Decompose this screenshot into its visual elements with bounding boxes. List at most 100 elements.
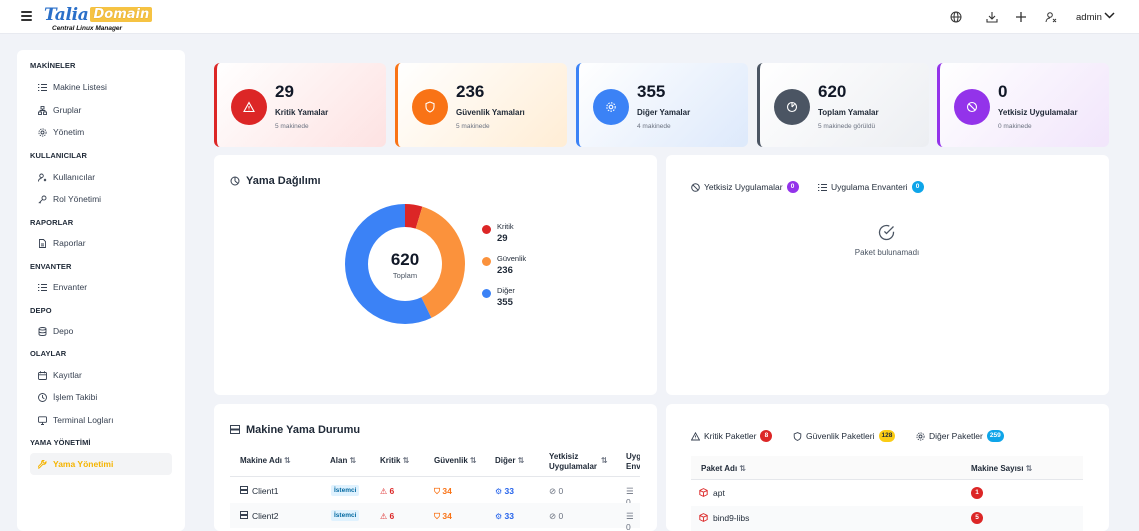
tab-other-packages[interactable]: Diğer Paketler 259 (916, 430, 1004, 442)
sidebar-item-process-tracking[interactable]: İşlem Takibi (30, 386, 172, 408)
empty-state-text: Paket bulunamadı (854, 248, 920, 257)
server-icon (240, 511, 248, 519)
donut-slice-güvenlik[interactable] (415, 206, 466, 318)
stat-value: 29 (275, 82, 294, 101)
stat-value: 236 (456, 82, 485, 101)
file-icon (39, 238, 46, 248)
sidebar: MAKİNELER Makine Listesi Gruplar Yönetim… (17, 50, 185, 531)
table-row[interactable]: apt 1 (691, 481, 1083, 506)
table-row[interactable]: Client2 İstemci ⚠ 6 ⛉ 34 ⚙ 33 ⊘ 0 ☰ 0 (230, 503, 640, 531)
count-badge: 0 (786, 181, 799, 193)
wrench-icon (38, 459, 47, 469)
sidebar-item-label: Yama Yönetimi (53, 459, 114, 469)
col-machine-name[interactable]: Makine Adı ⇅ (240, 456, 291, 465)
machine-count-badge: 5 (971, 512, 983, 524)
sidebar-item-depot[interactable]: Depo (30, 320, 172, 342)
col-unauthorized-sort[interactable]: ⇅ (601, 456, 608, 465)
count-badge: 0 (911, 181, 924, 193)
col-machine-count[interactable]: Makine Sayısı ⇅ (971, 464, 1033, 473)
col-critical[interactable]: Kritik ⇅ (380, 456, 410, 465)
sidebar-item-machine-list[interactable]: Makine Listesi (30, 76, 172, 98)
machine-table: Makine Adı ⇅ Alan ⇅ Kritik ⇅ Güvenlik ⇅ … (230, 445, 640, 531)
tab-label: Yetkisiz Uygulamalar (704, 182, 783, 192)
patch-distribution-card (214, 155, 657, 395)
gear-icon (38, 127, 47, 137)
security-count: ⛉ 34 (434, 511, 452, 521)
legend-label: Kritik (497, 222, 514, 231)
col-other[interactable]: Diğer ⇅ (495, 456, 525, 465)
tab-security-packages[interactable]: Güvenlik Paketleri 128 (793, 430, 896, 442)
col-security[interactable]: Güvenlik ⇅ (434, 456, 477, 465)
package-icon (699, 513, 708, 522)
col-package-name[interactable]: Paket Adı ⇅ (701, 464, 747, 473)
gear-icon (916, 431, 925, 441)
users-icon (38, 173, 47, 182)
shield-icon (412, 89, 448, 125)
chart-pie-icon (230, 176, 240, 186)
sidebar-item-label: Kullanıcılar (53, 172, 96, 182)
donut-total-label: Toplam (392, 271, 418, 280)
stat-value: 0 (998, 82, 1008, 101)
stat-label: Toplam Yamalar (818, 108, 879, 117)
sidebar-item-logs[interactable]: Kayıtlar (30, 364, 172, 386)
col-app-inventory[interactable]: Uyg Env (626, 452, 640, 471)
logo[interactable]: Talia Domain Central Linux Manager (44, 5, 153, 32)
package-name[interactable]: apt (713, 488, 725, 498)
donut-slice-kritik[interactable] (405, 204, 423, 229)
machine-name[interactable]: Client2 (252, 511, 279, 521)
tab-app-inventory[interactable]: Uygulama Envanteri 0 (818, 181, 924, 193)
sidebar-item-label: Gruplar (53, 105, 82, 115)
sidebar-item-terminal-logs[interactable]: Terminal Logları (30, 409, 172, 431)
donut-slice-diğer[interactable] (345, 204, 432, 324)
stat-card-other[interactable]: 355 Diğer Yamalar 4 makinede (576, 63, 748, 147)
tab-label: Güvenlik Paketleri (806, 431, 875, 441)
legend-label: Diğer (497, 286, 515, 295)
unauthorized-count: ⊘ 0 (549, 486, 564, 496)
server-icon (230, 425, 240, 434)
stat-card-security[interactable]: 236 Güvenlik Yamaları 5 makinede (395, 63, 567, 147)
sidebar-item-inventory[interactable]: Envanter (30, 276, 172, 298)
menu-icon[interactable] (21, 11, 32, 21)
stat-card-unauthorized[interactable]: 0 Yetkisiz Uygulamalar 0 makinede (937, 63, 1109, 147)
machine-name[interactable]: Client1 (252, 486, 279, 496)
stat-value: 620 (818, 82, 847, 101)
col-area[interactable]: Alan ⇅ (330, 456, 357, 465)
inventory-count: ☰ 0 (626, 486, 634, 507)
globe-icon[interactable] (950, 11, 962, 23)
stat-card-critical[interactable]: 29 Kritik Yamalar 5 makinede (214, 63, 386, 147)
sidebar-item-label: Envanter (53, 282, 88, 292)
sidebar-item-patch-management[interactable]: Yama Yönetimi (30, 453, 172, 475)
list-icon (38, 83, 47, 91)
chevron-down-icon[interactable] (1104, 11, 1115, 20)
clock-icon (38, 392, 47, 402)
check-circle-icon (878, 224, 895, 241)
stat-label: Diğer Yamalar (637, 108, 691, 117)
sidebar-item-groups[interactable]: Gruplar (30, 99, 172, 121)
sidebar-item-reports[interactable]: Raporlar (30, 232, 172, 254)
plus-icon[interactable] (1015, 11, 1027, 23)
unauthorized-count: ⊘ 0 (549, 511, 564, 521)
warning-icon (691, 431, 700, 440)
table-row[interactable]: Client1 İstemci ⚠ 6 ⛉ 34 ⚙ 33 ⊘ 0 ☰ 0 (230, 478, 640, 507)
package-name[interactable]: bind9-libs (713, 513, 750, 523)
legend-swatch (482, 257, 491, 266)
legend-value: 236 (497, 265, 513, 276)
table-row[interactable]: bind9-libs 5 (691, 506, 1083, 531)
chart-icon (774, 89, 810, 125)
other-count: ⚙ 33 (495, 486, 515, 496)
section-reports: RAPORLAR (30, 218, 74, 227)
database-icon (38, 326, 47, 336)
col-unauthorized[interactable]: Yetkisiz Uygulamalar (549, 452, 598, 471)
sidebar-item-users[interactable]: Kullanıcılar (30, 166, 172, 188)
tab-unauthorized-apps[interactable]: Yetkisiz Uygulamalar 0 (691, 181, 799, 193)
user-settings-icon[interactable] (1045, 11, 1057, 23)
stat-label: Yetkisiz Uygulamalar (998, 108, 1078, 117)
download-icon[interactable] (986, 11, 998, 23)
sidebar-item-management[interactable]: Yönetim (30, 121, 172, 143)
user-menu[interactable]: admin (1076, 12, 1102, 23)
stat-sub: 5 makinede (456, 123, 490, 130)
stat-card-total[interactable]: 620 Toplam Yamalar 5 makinede görüldü (757, 63, 929, 147)
sidebar-item-role-management[interactable]: Rol Yönetimi (30, 188, 172, 210)
tab-critical-packages[interactable]: Kritik Paketler 8 (691, 430, 773, 442)
patch-donut-chart (345, 204, 466, 324)
